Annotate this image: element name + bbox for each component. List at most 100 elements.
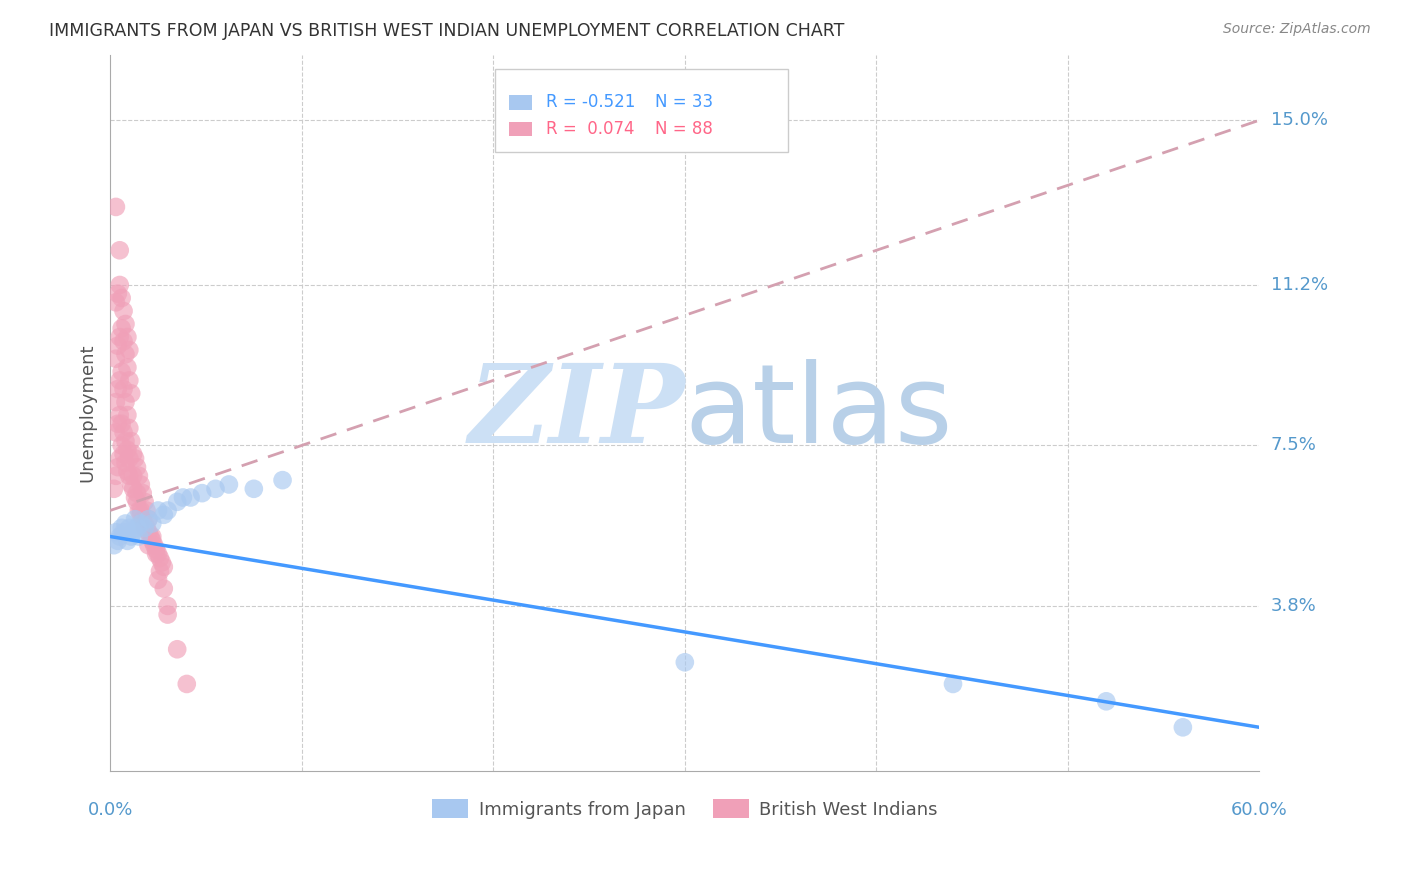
Point [114, 317, 136, 331]
Text: atlas: atlas [685, 359, 953, 467]
Point [271, 473, 294, 487]
Point [117, 408, 139, 422]
Point [103, 538, 125, 552]
Point [152, 560, 174, 574]
Point [117, 533, 139, 548]
Text: N = 33: N = 33 [655, 94, 713, 112]
Point [156, 607, 179, 622]
Point [129, 508, 152, 522]
Point [1171, 720, 1194, 734]
Point [112, 334, 135, 349]
Point [146, 573, 169, 587]
Point [139, 529, 162, 543]
Text: ZIP: ZIP [468, 359, 685, 467]
Text: R = -0.521: R = -0.521 [546, 94, 636, 112]
Point [942, 677, 965, 691]
Point [108, 330, 131, 344]
Point [1095, 694, 1118, 708]
Point [129, 516, 152, 531]
Point [135, 503, 157, 517]
Point [104, 395, 127, 409]
Text: N = 88: N = 88 [655, 120, 713, 137]
Point [138, 512, 160, 526]
Point [134, 516, 156, 531]
Point [145, 547, 167, 561]
Point [141, 529, 163, 543]
Bar [509, 95, 531, 110]
Point [108, 408, 131, 422]
Point [134, 495, 156, 509]
Point [118, 421, 141, 435]
Point [111, 365, 134, 379]
Point [146, 547, 169, 561]
Point [128, 468, 150, 483]
Text: 11.2%: 11.2% [1271, 276, 1327, 294]
Point [152, 508, 174, 522]
Point [172, 491, 194, 505]
Point [146, 503, 169, 517]
Point [104, 425, 127, 440]
Text: 0.0%: 0.0% [87, 801, 132, 819]
Point [243, 482, 266, 496]
Text: R =  0.074: R = 0.074 [546, 120, 634, 137]
Bar [509, 121, 531, 136]
Point [125, 460, 148, 475]
Point [112, 447, 135, 461]
Point [111, 291, 134, 305]
Point [129, 477, 152, 491]
Point [117, 360, 139, 375]
Point [114, 516, 136, 531]
Text: 15.0%: 15.0% [1271, 112, 1327, 129]
Text: 7.5%: 7.5% [1271, 436, 1316, 454]
Point [138, 525, 160, 540]
Point [149, 564, 172, 578]
Y-axis label: Unemployment: Unemployment [79, 343, 96, 483]
Point [114, 434, 136, 449]
Point [107, 417, 129, 431]
Point [112, 304, 135, 318]
Point [166, 495, 188, 509]
Point [218, 477, 240, 491]
Point [149, 551, 172, 566]
Point [191, 486, 214, 500]
Point [125, 495, 148, 509]
FancyBboxPatch shape [495, 70, 789, 152]
Point [156, 503, 179, 517]
Point [152, 582, 174, 596]
Point [107, 339, 129, 353]
Point [138, 512, 160, 526]
Point [111, 417, 134, 431]
Point [107, 382, 129, 396]
Point [103, 482, 125, 496]
Point [135, 521, 157, 535]
Point [125, 486, 148, 500]
Point [108, 451, 131, 466]
Point [156, 599, 179, 613]
Point [150, 556, 173, 570]
Point [122, 482, 145, 496]
Point [112, 382, 135, 396]
Point [141, 516, 163, 531]
Point [104, 351, 127, 366]
Point [118, 373, 141, 387]
Point [104, 295, 127, 310]
Point [107, 286, 129, 301]
Text: Source: ZipAtlas.com: Source: ZipAtlas.com [1223, 22, 1371, 37]
Point [107, 533, 129, 548]
Point [112, 425, 135, 440]
Point [120, 529, 142, 543]
Point [180, 491, 202, 505]
Point [117, 442, 139, 457]
Point [143, 538, 166, 552]
Point [124, 512, 146, 526]
Text: 60.0%: 60.0% [1232, 801, 1288, 819]
Point [122, 447, 145, 461]
Point [122, 525, 145, 540]
Point [108, 244, 131, 258]
Point [117, 330, 139, 344]
Text: IMMIGRANTS FROM JAPAN VS BRITISH WEST INDIAN UNEMPLOYMENT CORRELATION CHART: IMMIGRANTS FROM JAPAN VS BRITISH WEST IN… [49, 22, 845, 40]
Point [104, 525, 127, 540]
Point [107, 460, 129, 475]
Point [124, 491, 146, 505]
Point [176, 677, 198, 691]
